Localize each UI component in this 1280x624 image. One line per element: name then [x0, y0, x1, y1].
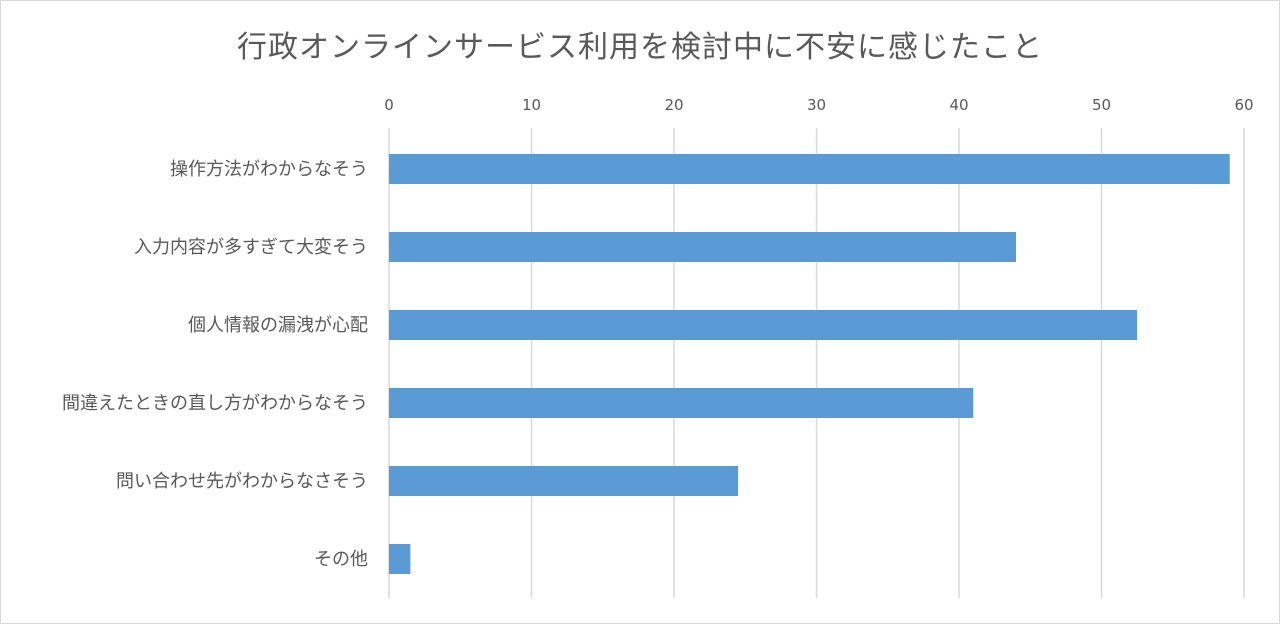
gridlines	[388, 128, 1245, 598]
x-axis-ticks: 0 10 20 30 40 50 60	[384, 96, 1253, 114]
x-tick-label: 0	[384, 96, 394, 114]
category-label: 間違えたときの直し方がわからなそう	[62, 393, 368, 414]
bar	[389, 466, 739, 496]
category-label: 入力内容が多すぎて大変そう	[134, 237, 368, 258]
category-label: 問い合わせ先がわからなさそう	[116, 471, 368, 492]
x-tick-label: 40	[949, 96, 968, 114]
bar	[389, 310, 1138, 340]
x-tick-label: 30	[807, 96, 826, 114]
category-labels: 操作方法がわからなそう入力内容が多すぎて大変そう個人情報の漏洩が心配間違えたとき…	[62, 159, 368, 570]
category-label: その他	[314, 549, 368, 570]
bar	[389, 388, 974, 418]
x-tick-label: 50	[1092, 96, 1111, 114]
category-label: 操作方法がわからなそう	[170, 159, 368, 180]
bars	[389, 154, 1230, 574]
x-tick-label: 60	[1234, 96, 1253, 114]
bar	[389, 544, 411, 574]
chart-title: 行政オンラインサービス利用を検討中に不安に感じたこと	[237, 30, 1043, 65]
category-label: 個人情報の漏洩が心配	[188, 315, 368, 336]
bar	[389, 154, 1230, 184]
bar	[389, 232, 1016, 262]
x-tick-label: 10	[522, 96, 541, 114]
x-tick-label: 20	[664, 96, 683, 114]
